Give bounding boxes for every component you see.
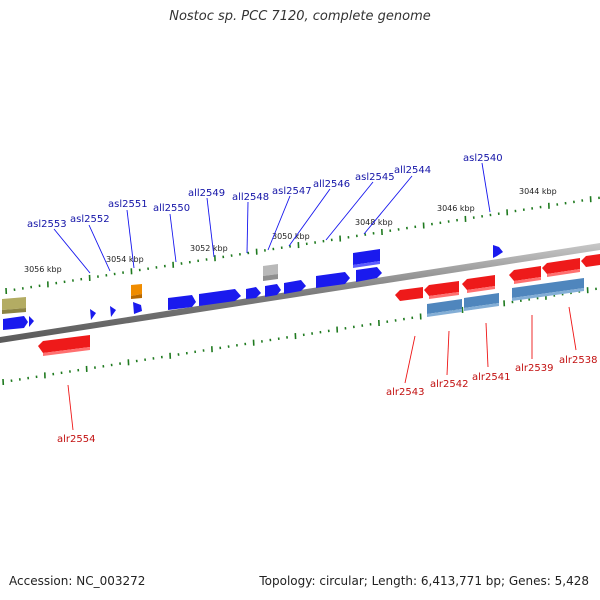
gene-label[interactable]: asl2547 [272,186,312,197]
leader-line [568,306,577,351]
gene-label[interactable]: alr2539 [515,363,553,374]
gene-label[interactable]: asl2540 [463,153,503,164]
scale-label: 3054 kbp [106,255,144,264]
leader-line [288,188,331,247]
leader-line [267,195,291,251]
leader-line [88,224,111,272]
gene-arrow[interactable] [493,245,503,258]
leader-line [363,175,413,235]
gene-arrow[interactable] [133,302,142,314]
leader-line [169,213,177,263]
leader-line [67,384,74,431]
leader-line [53,228,91,274]
gene-arrow-shade [131,294,142,299]
gene-arrow[interactable] [90,309,96,320]
gene-arrow[interactable] [395,287,423,301]
gene-label[interactable]: asl2545 [355,172,395,183]
gene-label[interactable]: all2546 [313,179,350,190]
gene-label[interactable]: alr2543 [386,387,424,398]
gene-arrow[interactable] [581,254,600,267]
leader-line [446,330,450,376]
gene-arrow-shade [547,269,580,277]
gene-arrow[interactable] [246,287,261,299]
gene-arrow[interactable] [509,266,541,281]
gene-label[interactable]: alr2554 [57,434,95,445]
leader-lines-reverse [67,306,577,431]
gene-arrow[interactable] [424,281,459,296]
forward-genes [2,245,503,330]
gene-arrow[interactable] [263,264,278,276]
gene-arrow-shade [263,274,278,281]
gene-arrow[interactable] [284,280,306,294]
gene-label[interactable]: alr2542 [430,379,468,390]
gene-arrow[interactable] [3,316,28,330]
gene-arrow-shade [429,292,459,299]
gene-arrow-shade [353,261,380,268]
leader-line [481,162,491,213]
gene-label[interactable]: alr2538 [559,355,597,366]
gene-arrow-shade [43,347,90,356]
scale-label: 3050 kbp [272,232,310,241]
leader-line [246,201,249,254]
gene-arrow[interactable] [512,278,584,298]
gene-arrow[interactable] [353,249,380,265]
gene-arrow[interactable] [2,297,26,310]
scale-label: 3044 kbp [519,187,557,196]
gene-label[interactable]: all2550 [153,203,190,214]
scale-labels: 3056 kbp 3054 kbp 3052 kbp 3050 kbp 3048… [24,187,557,274]
gene-arrow[interactable] [38,335,90,353]
gene-arrow-shade [427,309,462,317]
leader-line [325,181,374,241]
gene-label[interactable]: all2548 [232,192,269,203]
gene-label[interactable]: all2549 [188,188,225,199]
leader-line [206,197,215,258]
gene-labels-reverse: alr2554 alr2543 alr2542 alr2541 alr2539 … [57,355,597,445]
scale-ticks-bottom [2,287,597,386]
gene-arrow[interactable] [131,284,142,296]
gene-arrow-shade [514,277,541,284]
gene-label[interactable]: asl2553 [27,219,67,230]
genome-backbone [0,243,600,343]
scale-label: 3056 kbp [24,265,62,274]
gene-arrow[interactable] [542,258,580,274]
leader-lines [53,162,491,274]
gene-arrow-shade [512,288,584,301]
gene-label[interactable]: asl2551 [108,199,148,210]
leader-line [404,335,416,384]
reverse-genes [38,254,600,356]
gene-arrow[interactable] [356,267,382,282]
genome-summary-text: Topology: circular; Length: 6,413,771 bp… [259,574,589,588]
leader-line [126,209,135,269]
gene-arrow[interactable] [199,289,241,306]
gene-arrow[interactable] [462,275,495,290]
leader-line [485,322,489,368]
genome-title: Nostoc sp. PCC 7120, complete genome [169,9,431,24]
gene-arrow[interactable] [316,272,350,288]
accession-text: Accession: NC_003272 [9,574,146,588]
gene-arrow[interactable] [168,295,196,310]
scale-ticks-top [5,196,600,295]
gene-arrow[interactable] [29,316,34,327]
gene-label[interactable]: asl2552 [70,214,110,225]
gene-label[interactable]: all2544 [394,165,431,176]
gene-arrow-shade [2,308,26,314]
gene-arrow[interactable] [110,306,116,317]
gene-labels-forward: asl2553 asl2552 asl2551 all2550 all2549 … [27,153,503,230]
gene-arrow-shade [464,303,499,311]
scale-label: 3052 kbp [190,244,228,253]
gene-arrow[interactable] [265,284,281,297]
gene-label[interactable]: alr2541 [472,372,510,383]
scale-label: 3046 kbp [437,204,475,213]
gene-arrow-shade [467,286,495,293]
